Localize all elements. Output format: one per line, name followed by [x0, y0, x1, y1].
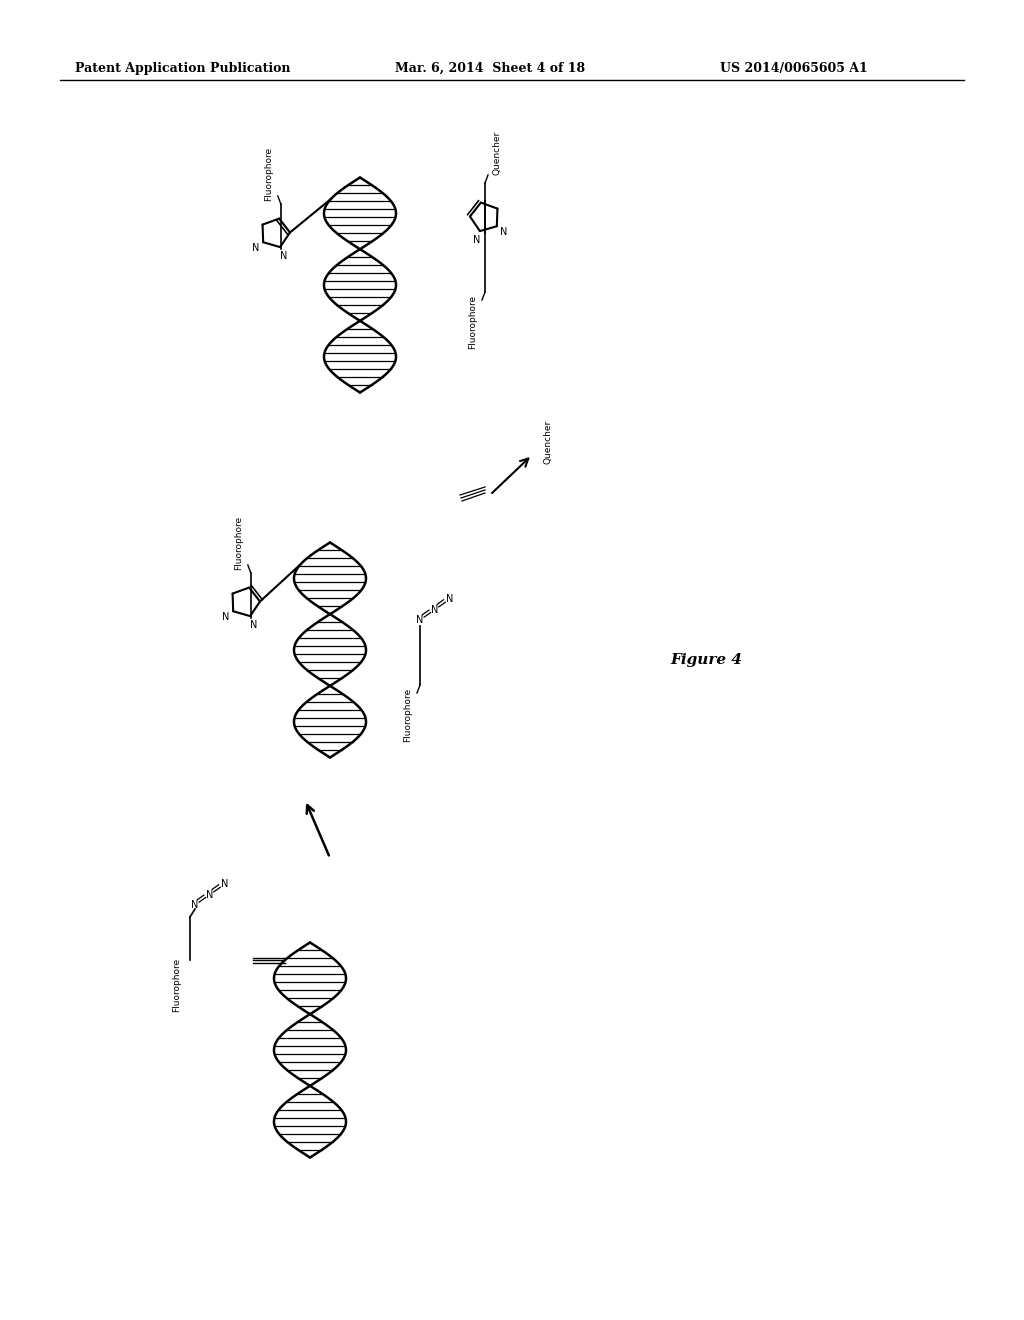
Text: N: N: [250, 619, 257, 630]
Text: US 2014/0065605 A1: US 2014/0065605 A1: [720, 62, 867, 75]
Text: N: N: [473, 235, 480, 244]
Text: Quencher: Quencher: [544, 420, 553, 465]
Text: N: N: [431, 605, 438, 615]
Text: Fluorophore: Fluorophore: [234, 516, 244, 570]
Text: N: N: [445, 594, 454, 605]
Text: Quencher: Quencher: [493, 131, 502, 176]
Text: N: N: [191, 900, 199, 909]
Text: Fluorophore: Fluorophore: [172, 958, 181, 1012]
Text: Fluorophore: Fluorophore: [403, 688, 413, 742]
Text: N: N: [252, 243, 260, 252]
Text: Figure 4: Figure 4: [670, 653, 742, 667]
Text: N: N: [222, 611, 229, 622]
Text: N: N: [417, 615, 424, 624]
Text: N: N: [280, 251, 287, 260]
Text: Fluorophore: Fluorophore: [469, 294, 477, 348]
Text: N: N: [206, 890, 213, 900]
Text: N: N: [501, 227, 508, 236]
Text: N: N: [221, 879, 228, 890]
Text: Fluorophore: Fluorophore: [264, 147, 273, 201]
Text: Patent Application Publication: Patent Application Publication: [75, 62, 291, 75]
Text: Mar. 6, 2014  Sheet 4 of 18: Mar. 6, 2014 Sheet 4 of 18: [395, 62, 585, 75]
